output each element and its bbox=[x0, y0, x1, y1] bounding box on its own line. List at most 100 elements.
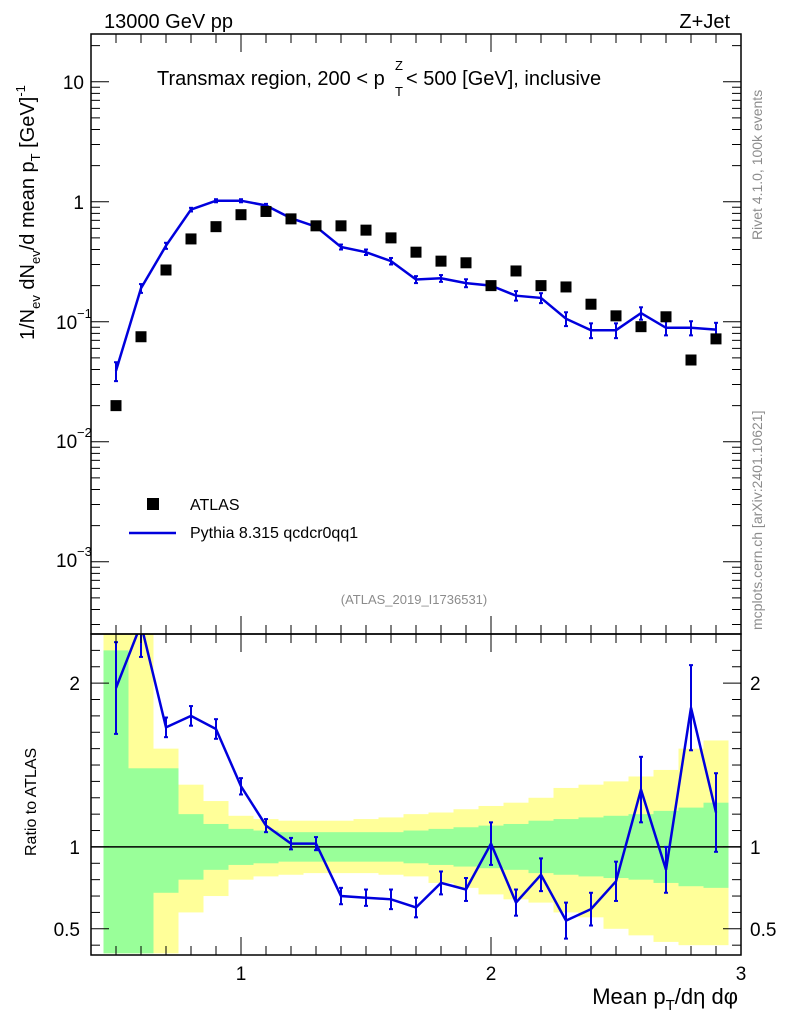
atlas-data-point bbox=[385, 232, 397, 244]
atlas-data-point bbox=[710, 333, 722, 345]
ratio-errorbar bbox=[264, 818, 268, 834]
mc-errorbar bbox=[614, 322, 618, 340]
header-right-label: Z+Jet bbox=[679, 11, 730, 33]
ratio-errorbar bbox=[289, 836, 293, 851]
legend: ATLAS Pythia 8.315 qcdcr0qq1 bbox=[129, 497, 358, 542]
atlas-data-point bbox=[435, 255, 447, 267]
analysis-tag: (ATLAS_2019_I1736531) bbox=[341, 592, 487, 607]
ratio-errorbar bbox=[164, 716, 168, 739]
main-y-tick-label-1e-2: 10 bbox=[56, 432, 77, 453]
main-y-tick-label-1e-1: 10 bbox=[56, 313, 77, 334]
ratio-y-tick-label-right: 1 bbox=[750, 838, 761, 859]
mc-errorbar bbox=[139, 283, 143, 294]
title-main: Transmax region, 200 < p bbox=[157, 68, 385, 90]
main-y-axis-label: 1/Nev dNev/d mean pT [GeV]-1 bbox=[13, 85, 43, 340]
ratio-band-inner bbox=[128, 768, 154, 954]
mcplots-label: mcplots.cern.ch [arXiv:2401.10621] bbox=[749, 411, 765, 630]
mc-errorbar bbox=[539, 292, 543, 305]
main-plot-panel bbox=[110, 198, 722, 412]
atlas-data-point bbox=[560, 281, 572, 293]
atlas-data-point bbox=[260, 205, 272, 217]
ratio-errorbar bbox=[589, 891, 593, 927]
plot-title: Transmax region, 200 < p Z T < 500 [GeV]… bbox=[157, 58, 601, 99]
atlas-data-point bbox=[460, 257, 472, 269]
atlas-data-point bbox=[210, 221, 222, 233]
legend-data-label: ATLAS bbox=[190, 497, 240, 514]
atlas-data-point bbox=[685, 354, 697, 366]
main-y-tick-label: 1 bbox=[73, 193, 84, 214]
atlas-data-point bbox=[585, 298, 597, 310]
mc-errorbar bbox=[439, 274, 443, 283]
x-tick-label: 3 bbox=[736, 964, 747, 985]
ratio-errorbar bbox=[389, 888, 393, 911]
main-y-tick-label: 10 bbox=[63, 73, 84, 94]
ratio-errorbar bbox=[614, 860, 618, 902]
mc-errorbar bbox=[239, 198, 243, 204]
mc-errorbar bbox=[214, 198, 218, 204]
atlas-data-point bbox=[610, 310, 622, 322]
atlas-data-point bbox=[285, 213, 297, 225]
mc-errorbar bbox=[114, 361, 118, 383]
atlas-data-point bbox=[510, 265, 522, 277]
atlas-data-point bbox=[135, 331, 147, 343]
legend-data-marker bbox=[147, 498, 159, 510]
mc-curve bbox=[114, 199, 717, 372]
ratio-errorbar bbox=[514, 888, 518, 917]
ratio-errorbar bbox=[339, 886, 343, 906]
ratio-errorbar bbox=[639, 755, 643, 824]
ratio-errorbar bbox=[564, 901, 568, 940]
x-tick-label: 2 bbox=[486, 964, 497, 985]
x-axis-label: Mean pT/dη dφ bbox=[592, 984, 738, 1014]
ratio-errorbar bbox=[664, 845, 668, 894]
atlas-data-point bbox=[310, 220, 322, 232]
title-sub: T bbox=[395, 84, 403, 99]
ratio-y-tick-label-left: 2 bbox=[69, 674, 80, 695]
x-tick-label: 1 bbox=[236, 964, 247, 985]
ratio-errorbar bbox=[314, 836, 318, 852]
main-y-tick-labels: 10 −1 10 −2 10 −3 bbox=[56, 306, 92, 572]
atlas-data-point bbox=[360, 224, 372, 236]
ratio-errorbar bbox=[414, 896, 418, 919]
ratio-errorbar bbox=[189, 705, 193, 727]
ratio-mc-group bbox=[114, 634, 718, 940]
main-y-tick-exp-1e-1: −1 bbox=[77, 306, 92, 321]
ratio-errorbar bbox=[464, 877, 468, 902]
mc-errorbar bbox=[689, 320, 693, 337]
main-frame bbox=[90, 33, 742, 635]
atlas-data-point bbox=[160, 264, 172, 276]
atlas-data-point bbox=[335, 220, 347, 232]
ratio-errorbar bbox=[364, 888, 368, 907]
ratio-errorbar bbox=[439, 870, 443, 896]
header-left-label: 13000 GeV pp bbox=[104, 11, 233, 33]
mc-errorbar bbox=[414, 275, 418, 285]
ratio-errorbar bbox=[689, 664, 693, 752]
rivet-version-label: Rivet 4.1.0, 100k events bbox=[749, 90, 765, 240]
atlas-data-point bbox=[235, 209, 247, 221]
atlas-data-point bbox=[660, 311, 672, 323]
title-tail: < 500 [GeV], inclusive bbox=[406, 68, 601, 90]
atlas-data-point bbox=[185, 233, 197, 245]
mc-errorbar bbox=[164, 241, 168, 250]
mc-errorbar bbox=[564, 311, 568, 328]
mc-errorbar bbox=[514, 290, 518, 302]
atlas-data-point bbox=[635, 321, 647, 333]
atlas-data-point bbox=[535, 280, 547, 292]
mc-errorbar bbox=[189, 206, 193, 213]
atlas-data-point bbox=[485, 280, 497, 292]
ratio-errorbar bbox=[539, 857, 543, 893]
ratio-band-inner bbox=[153, 768, 179, 893]
legend-mc-label: Pythia 8.315 qcdcr0qq1 bbox=[190, 525, 358, 542]
atlas-data-point bbox=[110, 400, 122, 412]
axes-frames: 10 1 1 2 3 0.5 0.5 1 1 2 2 bbox=[54, 33, 776, 985]
mc-errorbar bbox=[389, 256, 393, 266]
ratio-errorbar bbox=[214, 718, 218, 740]
mc-errorbar bbox=[364, 248, 368, 256]
ratio-y-tick-label-left: 1 bbox=[69, 838, 80, 859]
ratio-y-tick-label-left: 0.5 bbox=[54, 920, 80, 941]
ratio-y-tick-label-right: 2 bbox=[750, 674, 761, 695]
main-y-tick-label-1e-3: 10 bbox=[56, 551, 77, 572]
title-sup: Z bbox=[395, 58, 403, 73]
ratio-errorbar bbox=[239, 777, 243, 796]
ratio-y-axis-label: Ratio to ATLAS bbox=[23, 748, 40, 856]
